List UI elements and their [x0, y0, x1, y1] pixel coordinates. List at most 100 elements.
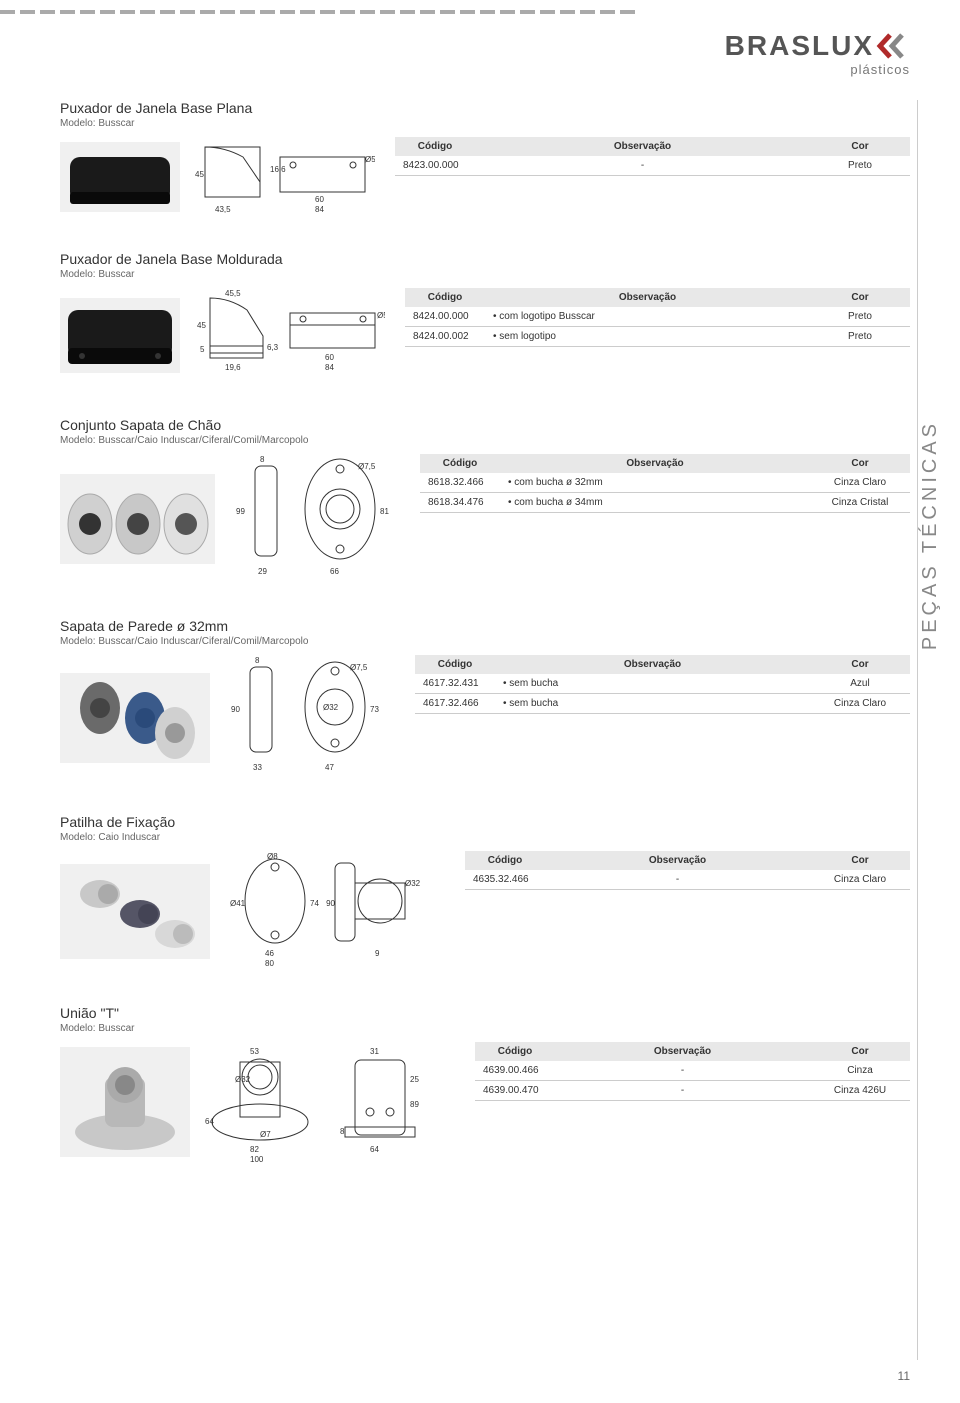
section-title: Puxador de Janela Base Moldurada: [60, 251, 910, 267]
svg-text:73: 73: [370, 705, 379, 714]
section-model: Modelo: Busscar: [60, 269, 910, 280]
svg-text:90: 90: [326, 899, 335, 908]
svg-text:84: 84: [315, 205, 324, 214]
svg-text:8: 8: [260, 455, 265, 464]
data-table: Código Observação Cor 4635.32.466 - Cinz…: [465, 851, 910, 890]
svg-text:60: 60: [325, 353, 334, 362]
svg-text:100: 100: [250, 1155, 264, 1162]
table-row: 4617.32.466 • sem bucha Cinza Claro: [415, 694, 910, 714]
svg-text:Ø32: Ø32: [323, 703, 339, 712]
svg-text:8: 8: [255, 656, 260, 665]
svg-text:Ø5: Ø5: [365, 155, 375, 164]
table-row: 8424.00.000 • com logotipo Busscar Preto: [405, 307, 910, 327]
top-stripe: [0, 10, 640, 14]
svg-text:5: 5: [200, 345, 205, 354]
th-obs: Observação: [475, 137, 810, 156]
th-cor: Cor: [810, 655, 910, 674]
data-table: Código Observação Cor 4617.32.431 • sem …: [415, 655, 910, 714]
data-table: Código Observação Cor 4639.00.466 - Cinz…: [475, 1042, 910, 1101]
svg-text:46: 46: [265, 949, 274, 958]
brand-logo: BRASLUX plásticos: [725, 30, 910, 77]
product-photo: [60, 298, 180, 373]
th-code: Código: [420, 454, 500, 473]
svg-text:Ø5: Ø5: [377, 311, 385, 320]
table-row: 8423.00.000 - Preto: [395, 156, 910, 176]
svg-text:64: 64: [205, 1117, 214, 1126]
section-patilha-fixacao: Patilha de Fixação Modelo: Caio Induscar…: [60, 814, 910, 971]
svg-text:80: 80: [265, 959, 274, 968]
side-label: PEÇAS TÉCNICAS: [919, 420, 942, 650]
svg-text:25: 25: [410, 1075, 419, 1084]
product-photo: [60, 864, 210, 959]
table-row: 4639.00.466 - Cinza: [475, 1061, 910, 1081]
svg-text:6,3: 6,3: [267, 343, 279, 352]
chevron-logo-icon: [876, 33, 910, 59]
section-title: União "T": [60, 1005, 910, 1021]
technical-diagram: 45 43,5 16,6 60 84 Ø5: [195, 137, 375, 217]
product-photo: [60, 142, 180, 212]
svg-text:66: 66: [330, 567, 339, 576]
svg-text:19,6: 19,6: [225, 363, 241, 372]
data-table: Código Observação Cor 8423.00.000 - Pret…: [395, 137, 910, 176]
svg-text:Ø7: Ø7: [260, 1130, 271, 1139]
section-title: Conjunto Sapata de Chão: [60, 417, 910, 433]
section-model: Modelo: Busscar: [60, 1023, 910, 1034]
svg-text:9: 9: [375, 949, 380, 958]
product-photo: [60, 1047, 190, 1157]
svg-text:43,5: 43,5: [215, 205, 231, 214]
svg-text:29: 29: [258, 567, 267, 576]
technical-diagram: 8 90 33 Ø7,5 Ø32 73 47: [225, 655, 395, 780]
table-row: 8424.00.002 • sem logotipo Preto: [405, 327, 910, 347]
section-uniao-t: União "T" Modelo: Busscar 53 Ø32 64: [60, 1005, 910, 1162]
table-row: 8618.34.476 • com bucha ø 34mm Cinza Cri…: [420, 493, 910, 513]
th-cor: Cor: [810, 288, 910, 307]
side-rule: [917, 100, 918, 1360]
th-obs: Observação: [495, 655, 810, 674]
svg-text:74: 74: [310, 899, 319, 908]
section-model: Modelo: Busscar: [60, 118, 910, 129]
th-cor: Cor: [810, 454, 910, 473]
svg-text:99: 99: [236, 507, 245, 516]
svg-text:Ø7,5: Ø7,5: [358, 462, 376, 471]
section-model: Modelo: Busscar/Caio Induscar/Ciferal/Co…: [60, 435, 910, 446]
th-code: Código: [475, 1042, 555, 1061]
section-title: Sapata de Parede ø 32mm: [60, 618, 910, 634]
table-row: 8618.32.466 • com bucha ø 32mm Cinza Cla…: [420, 473, 910, 493]
section-title: Puxador de Janela Base Plana: [60, 100, 910, 116]
svg-text:8: 8: [340, 1127, 345, 1136]
th-code: Código: [405, 288, 485, 307]
svg-text:82: 82: [250, 1145, 259, 1154]
section-conjunto-sapata-chao: Conjunto Sapata de Chão Modelo: Busscar/…: [60, 417, 910, 584]
svg-text:Ø32: Ø32: [235, 1075, 251, 1084]
data-table: Código Observação Cor 8618.32.466 • com …: [420, 454, 910, 513]
brand-main: BRASLUX: [725, 30, 874, 62]
th-code: Código: [415, 655, 495, 674]
svg-text:45: 45: [197, 321, 206, 330]
svg-text:45,5: 45,5: [225, 289, 241, 298]
page-content: Puxador de Janela Base Plana Modelo: Bus…: [0, 0, 960, 1236]
section-model: Modelo: Busscar/Caio Induscar/Ciferal/Co…: [60, 636, 910, 647]
svg-text:45: 45: [195, 170, 204, 179]
technical-diagram: 8 99 29 Ø7,5 81 66: [230, 454, 400, 584]
product-photo: [60, 673, 210, 763]
svg-text:Ø7,5: Ø7,5: [350, 663, 368, 672]
svg-text:53: 53: [250, 1047, 259, 1056]
th-cor: Cor: [810, 137, 910, 156]
th-code: Código: [465, 851, 545, 870]
svg-text:47: 47: [325, 763, 334, 772]
svg-text:89: 89: [410, 1100, 419, 1109]
svg-text:Ø32: Ø32: [405, 879, 421, 888]
section-model: Modelo: Caio Induscar: [60, 832, 910, 843]
data-table: Código Observação Cor 8424.00.000 • com …: [405, 288, 910, 347]
product-photo: [60, 474, 215, 564]
section-puxador-base-plana: Puxador de Janela Base Plana Modelo: Bus…: [60, 100, 910, 217]
page-number: 11: [898, 1369, 910, 1383]
th-obs: Observação: [555, 1042, 810, 1061]
th-cor: Cor: [810, 851, 910, 870]
technical-diagram: 53 Ø32 64 Ø7 82 100 31 25 89 8 64: [205, 1042, 455, 1162]
th-cor: Cor: [810, 1042, 910, 1061]
th-obs: Observação: [485, 288, 810, 307]
svg-text:16,6: 16,6: [270, 165, 286, 174]
svg-text:Ø41: Ø41: [230, 899, 246, 908]
svg-text:31: 31: [370, 1047, 379, 1056]
